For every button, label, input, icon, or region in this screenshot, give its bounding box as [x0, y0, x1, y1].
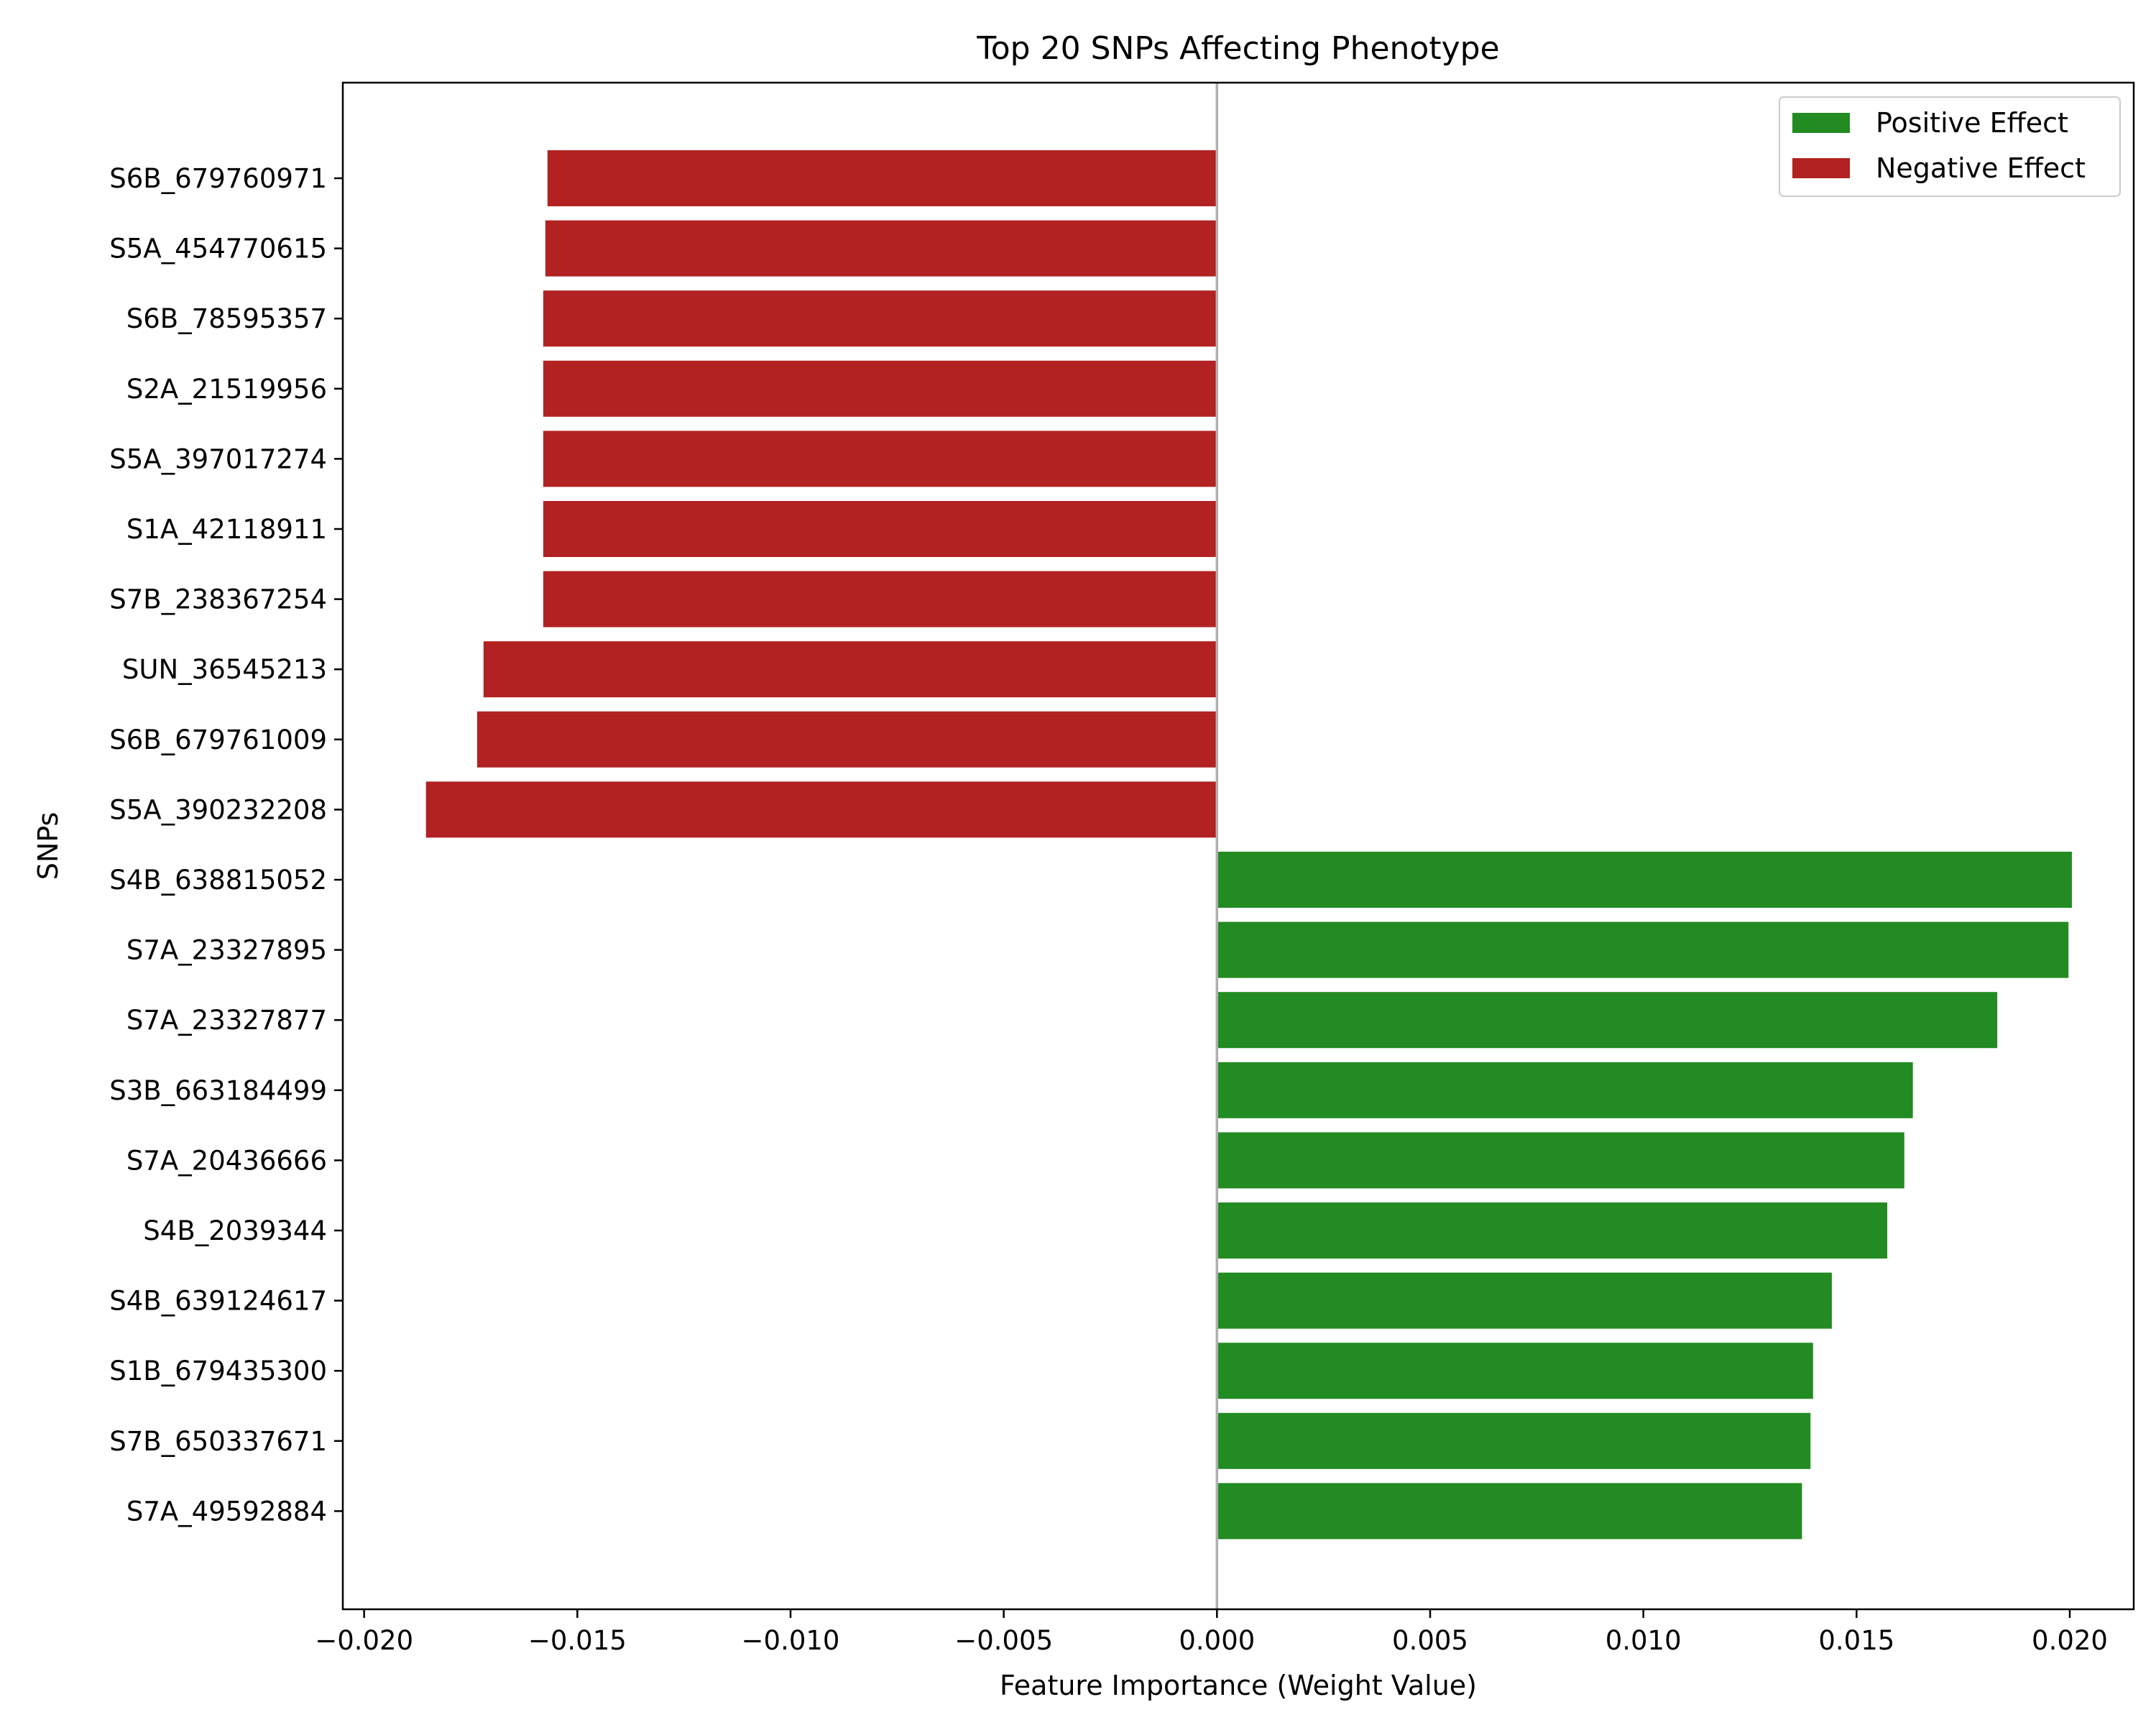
y-tick-label: S7A_23327895	[126, 935, 327, 966]
bar-S5A_397017274	[543, 431, 1217, 487]
y-tick-label: S7A_49592884	[126, 1496, 327, 1527]
bar-S7A_23327877	[1217, 992, 1998, 1049]
plot-frame	[341, 81, 2135, 1611]
x-tick-label: 0.005	[1392, 1625, 1468, 1656]
chart-title: Top 20 SNPs Affecting Phenotype	[976, 30, 1499, 67]
x-tick-label: 0.015	[1818, 1625, 1894, 1656]
y-tick-label: S4B_639124617	[109, 1286, 327, 1317]
legend-label: Positive Effect	[1876, 107, 2068, 139]
y-tick-label: S7A_20436666	[126, 1145, 327, 1176]
bar-S5A_454770615	[545, 220, 1217, 277]
y-tick-label: S7A_23327877	[126, 1005, 327, 1036]
bar-S5A_390232208	[425, 781, 1217, 838]
legend-box	[1779, 96, 2121, 197]
bars-layer	[425, 150, 2072, 1540]
x-tick-label: −0.005	[954, 1625, 1053, 1656]
bar-S7A_49592884	[1217, 1483, 1802, 1540]
bar-S4B_639124617	[1217, 1272, 1832, 1329]
x-axis: −0.020 −0.015 −0.010 −0.005 0.000 0.005 0.010 0…	[315, 1609, 2108, 1656]
legend-label: Negative Effect	[1876, 152, 2086, 184]
legend-swatch	[1792, 158, 1850, 178]
bar-SUN_36545213	[483, 641, 1217, 698]
bar-S3B_663184499	[1217, 1062, 1913, 1118]
y-tick-label: S7B_650337671	[109, 1426, 327, 1457]
y-tick-label: S5A_454770615	[109, 234, 327, 264]
legend: Positive Effect Negative Effect	[1779, 96, 2121, 197]
y-axis-label: SNPs	[32, 812, 64, 880]
y-tick-label: S6B_78595357	[126, 303, 327, 334]
y-tick-label: S4B_638815052	[109, 865, 327, 896]
x-axis-label: Feature Importance (Weight Value)	[1000, 1670, 1477, 1701]
bar-S1A_42118911	[543, 501, 1217, 557]
y-tick-label: S1A_42118911	[126, 514, 327, 545]
y-axis: S6B_679760971 S5A_454770615 S6B_78595357 S2…	[109, 163, 343, 1527]
x-tick-label: 0.020	[2032, 1625, 2108, 1656]
y-tick-label: S5A_390232208	[109, 794, 327, 825]
bar-S6B_78595357	[543, 290, 1217, 347]
bar-S1B_679435300	[1217, 1343, 1813, 1399]
bar-S7A_20436666	[1217, 1132, 1904, 1189]
bar-S7B_650337671	[1217, 1412, 1811, 1469]
bar-S7B_238367254	[543, 571, 1217, 627]
bar-S4B_638815052	[1217, 852, 2072, 908]
bar-S6B_679761009	[476, 711, 1217, 768]
y-tick-label: S3B_663184499	[109, 1075, 327, 1106]
y-tick-label: S5A_397017274	[109, 443, 327, 474]
legend-swatch	[1792, 113, 1850, 133]
x-tick-label: 0.010	[1606, 1625, 1682, 1656]
x-tick-label: 0.000	[1179, 1625, 1255, 1656]
y-tick-label: S7B_238367254	[109, 584, 327, 615]
bar-S6B_679760971	[547, 150, 1217, 206]
bar-S2A_21519956	[543, 360, 1217, 417]
y-tick-label: S4B_2039344	[143, 1215, 327, 1246]
y-tick-label: S6B_679760971	[109, 163, 327, 194]
y-tick-label: SUN_36545213	[122, 654, 327, 685]
x-tick-label: −0.010	[742, 1625, 840, 1656]
x-tick-label: −0.015	[528, 1625, 627, 1656]
y-tick-label: S1B_679435300	[109, 1356, 327, 1386]
bar-S7A_23327895	[1217, 921, 2069, 978]
bar-S4B_2039344	[1217, 1202, 1888, 1259]
y-tick-label: S2A_21519956	[126, 374, 327, 405]
x-tick-label: −0.020	[315, 1625, 413, 1656]
y-tick-label: S6B_679761009	[109, 724, 327, 755]
